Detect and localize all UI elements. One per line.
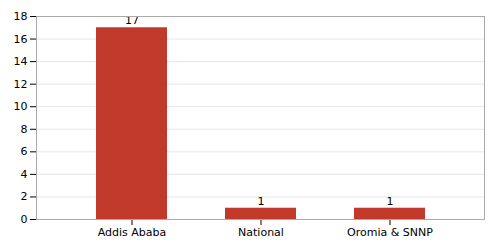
svg-text:Oromia & SNNP: Oromia & SNNP <box>347 226 433 239</box>
svg-text:1: 1 <box>387 195 394 208</box>
svg-text:2: 2 <box>21 190 28 203</box>
svg-text:12: 12 <box>14 78 28 91</box>
svg-text:16: 16 <box>14 33 28 46</box>
svg-text:Addis Ababa: Addis Ababa <box>98 226 167 239</box>
svg-text:17: 17 <box>125 14 139 28</box>
svg-text:18: 18 <box>14 10 28 23</box>
svg-text:National: National <box>238 226 284 239</box>
svg-text:6: 6 <box>21 145 28 158</box>
svg-text:8: 8 <box>21 123 28 136</box>
svg-text:10: 10 <box>14 100 28 113</box>
svg-text:1: 1 <box>258 195 265 208</box>
svg-text:0: 0 <box>21 213 28 226</box>
svg-text:4: 4 <box>21 168 28 181</box>
svg-text:14: 14 <box>14 55 28 68</box>
